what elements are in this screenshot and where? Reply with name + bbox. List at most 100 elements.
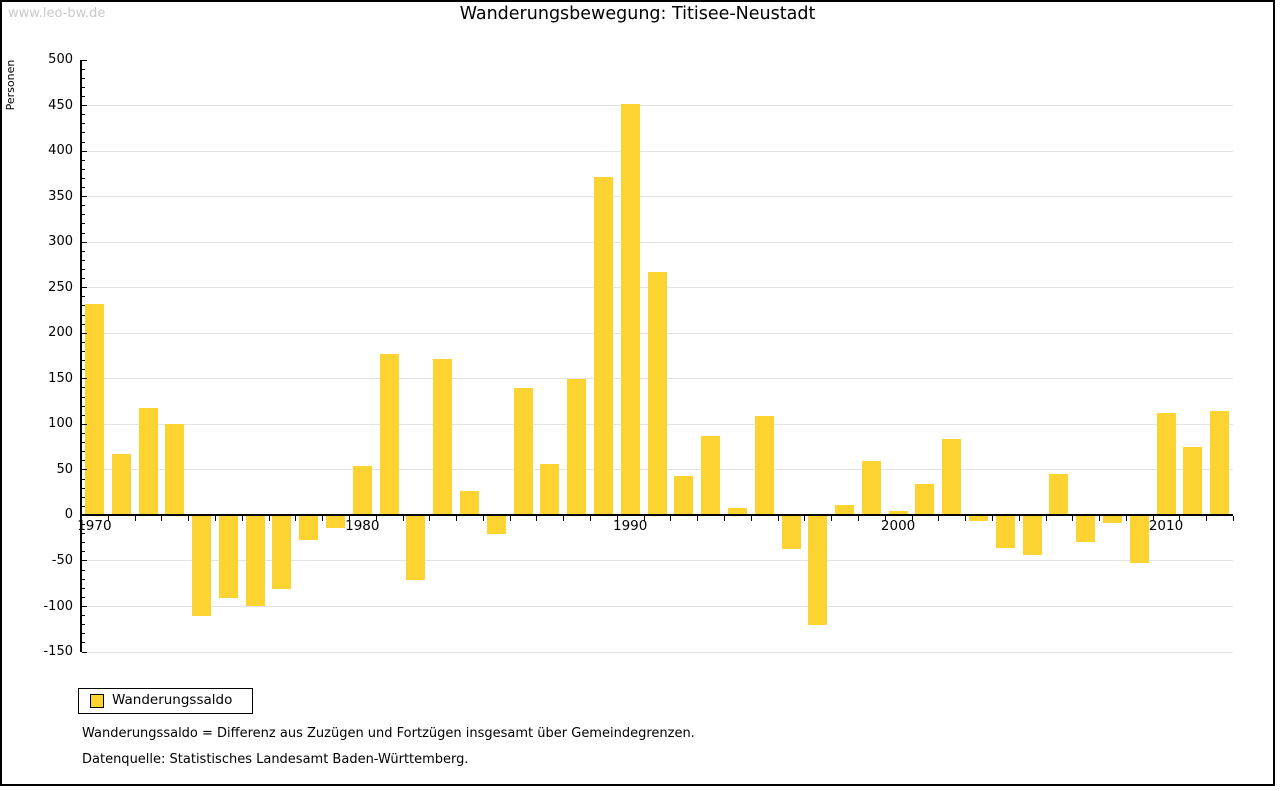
- x-tick: [295, 516, 297, 522]
- bar-2001: [915, 484, 935, 516]
- bar-2000: [888, 510, 908, 516]
- y-major-tick-450: [82, 105, 87, 106]
- x-tick: [724, 516, 725, 522]
- x-tick: [884, 516, 886, 522]
- y-tick-label--150: -150: [43, 644, 73, 659]
- y-minor-tick: [82, 369, 85, 371]
- x-tick-label-2010: 2010: [1148, 518, 1184, 534]
- y-minor-tick: [82, 615, 85, 617]
- x-tick: [375, 516, 377, 522]
- y-major-tick-100: [82, 423, 87, 425]
- gridline-350: [81, 196, 1233, 198]
- x-tick: [241, 516, 243, 522]
- bar-2007: [1076, 515, 1096, 542]
- y-tick-label--100: -100: [43, 598, 73, 614]
- y-minor-tick: [82, 114, 85, 116]
- bar-2012: [1210, 410, 1230, 516]
- y-minor-tick: [82, 77, 85, 79]
- bar-1995: [754, 416, 774, 516]
- x-tick: [1099, 516, 1100, 522]
- y-major-tick-350: [82, 196, 87, 198]
- y-tick-label-50: 50: [56, 461, 73, 477]
- bar-1979: [326, 515, 345, 529]
- bar-1981: [379, 354, 399, 516]
- bar-1997: [808, 515, 828, 625]
- x-tick: [482, 516, 484, 522]
- y-tick-label-350: 350: [48, 188, 73, 204]
- x-tick: [509, 516, 511, 522]
- bar-1983: [433, 358, 453, 516]
- x-tick: [804, 516, 806, 522]
- x-tick: [750, 516, 752, 522]
- y-major-tick--150: [82, 651, 87, 653]
- y-minor-tick: [82, 314, 85, 316]
- x-tick: [938, 516, 940, 522]
- bar-1975: [218, 515, 238, 599]
- y-minor-tick: [82, 259, 85, 261]
- y-minor-tick: [82, 305, 85, 307]
- bar-1987: [540, 463, 560, 516]
- y-minor-tick: [82, 360, 85, 362]
- x-tick: [1152, 516, 1154, 522]
- y-major-tick-200: [82, 332, 87, 334]
- x-tick: [215, 516, 216, 522]
- y-axis-line: [80, 60, 82, 652]
- y-minor-tick: [82, 232, 85, 234]
- x-tick: [402, 516, 404, 522]
- bar-1998: [835, 504, 854, 516]
- x-tick: [107, 516, 109, 522]
- y-minor-tick: [82, 86, 85, 88]
- y-minor-tick: [82, 414, 85, 416]
- y-minor-tick: [82, 451, 85, 453]
- x-tick: [590, 516, 591, 522]
- y-minor-tick: [82, 141, 85, 143]
- x-tick: [1072, 516, 1074, 522]
- y-minor-tick: [82, 496, 85, 498]
- y-minor-tick: [82, 278, 85, 280]
- x-tick: [670, 516, 672, 522]
- x-tick: [81, 516, 82, 522]
- y-minor-tick: [82, 123, 85, 125]
- x-tick: [268, 516, 270, 522]
- bar-1999: [861, 460, 881, 516]
- x-tick: [965, 516, 967, 522]
- y-tick-label-150: 150: [48, 370, 73, 386]
- bar-1986: [513, 387, 533, 516]
- x-tick: [616, 516, 618, 522]
- bar-2006: [1049, 473, 1069, 516]
- x-tick-label-2000: 2000: [880, 518, 916, 534]
- plot-area: [80, 59, 1234, 653]
- y-minor-tick: [82, 578, 85, 580]
- y-major-tick-0: [82, 514, 87, 516]
- watermark: www.leo-bw.de: [8, 6, 106, 21]
- bar-1974: [192, 515, 212, 616]
- bar-2009: [1129, 515, 1149, 563]
- gridline-450: [81, 105, 1233, 106]
- legend-box: Wanderungssaldo: [78, 688, 253, 714]
- x-tick: [991, 516, 993, 522]
- bar-1978: [299, 515, 319, 540]
- y-minor-tick: [82, 505, 85, 507]
- bar-1993: [701, 436, 721, 516]
- x-tick: [1179, 516, 1181, 522]
- footnote-definition: Wanderungssaldo = Differenz aus Zuzügen …: [82, 726, 695, 741]
- x-tick: [1045, 516, 1047, 522]
- y-minor-tick: [82, 551, 85, 553]
- y-minor-tick: [82, 250, 85, 252]
- x-tick: [348, 516, 350, 522]
- y-tick-label-300: 300: [48, 234, 73, 250]
- x-axis-line: [80, 514, 1233, 517]
- y-minor-tick: [82, 460, 85, 462]
- gridline-300: [81, 241, 1233, 243]
- y-minor-tick: [82, 405, 85, 407]
- bar-1970: [84, 304, 104, 516]
- gridline--50: [81, 560, 1233, 562]
- bar-1971: [111, 454, 131, 516]
- y-minor-tick: [82, 432, 85, 434]
- y-minor-tick: [82, 68, 85, 70]
- y-tick-label-200: 200: [48, 325, 73, 341]
- y-major-tick-400: [82, 150, 87, 152]
- x-tick: [134, 516, 136, 522]
